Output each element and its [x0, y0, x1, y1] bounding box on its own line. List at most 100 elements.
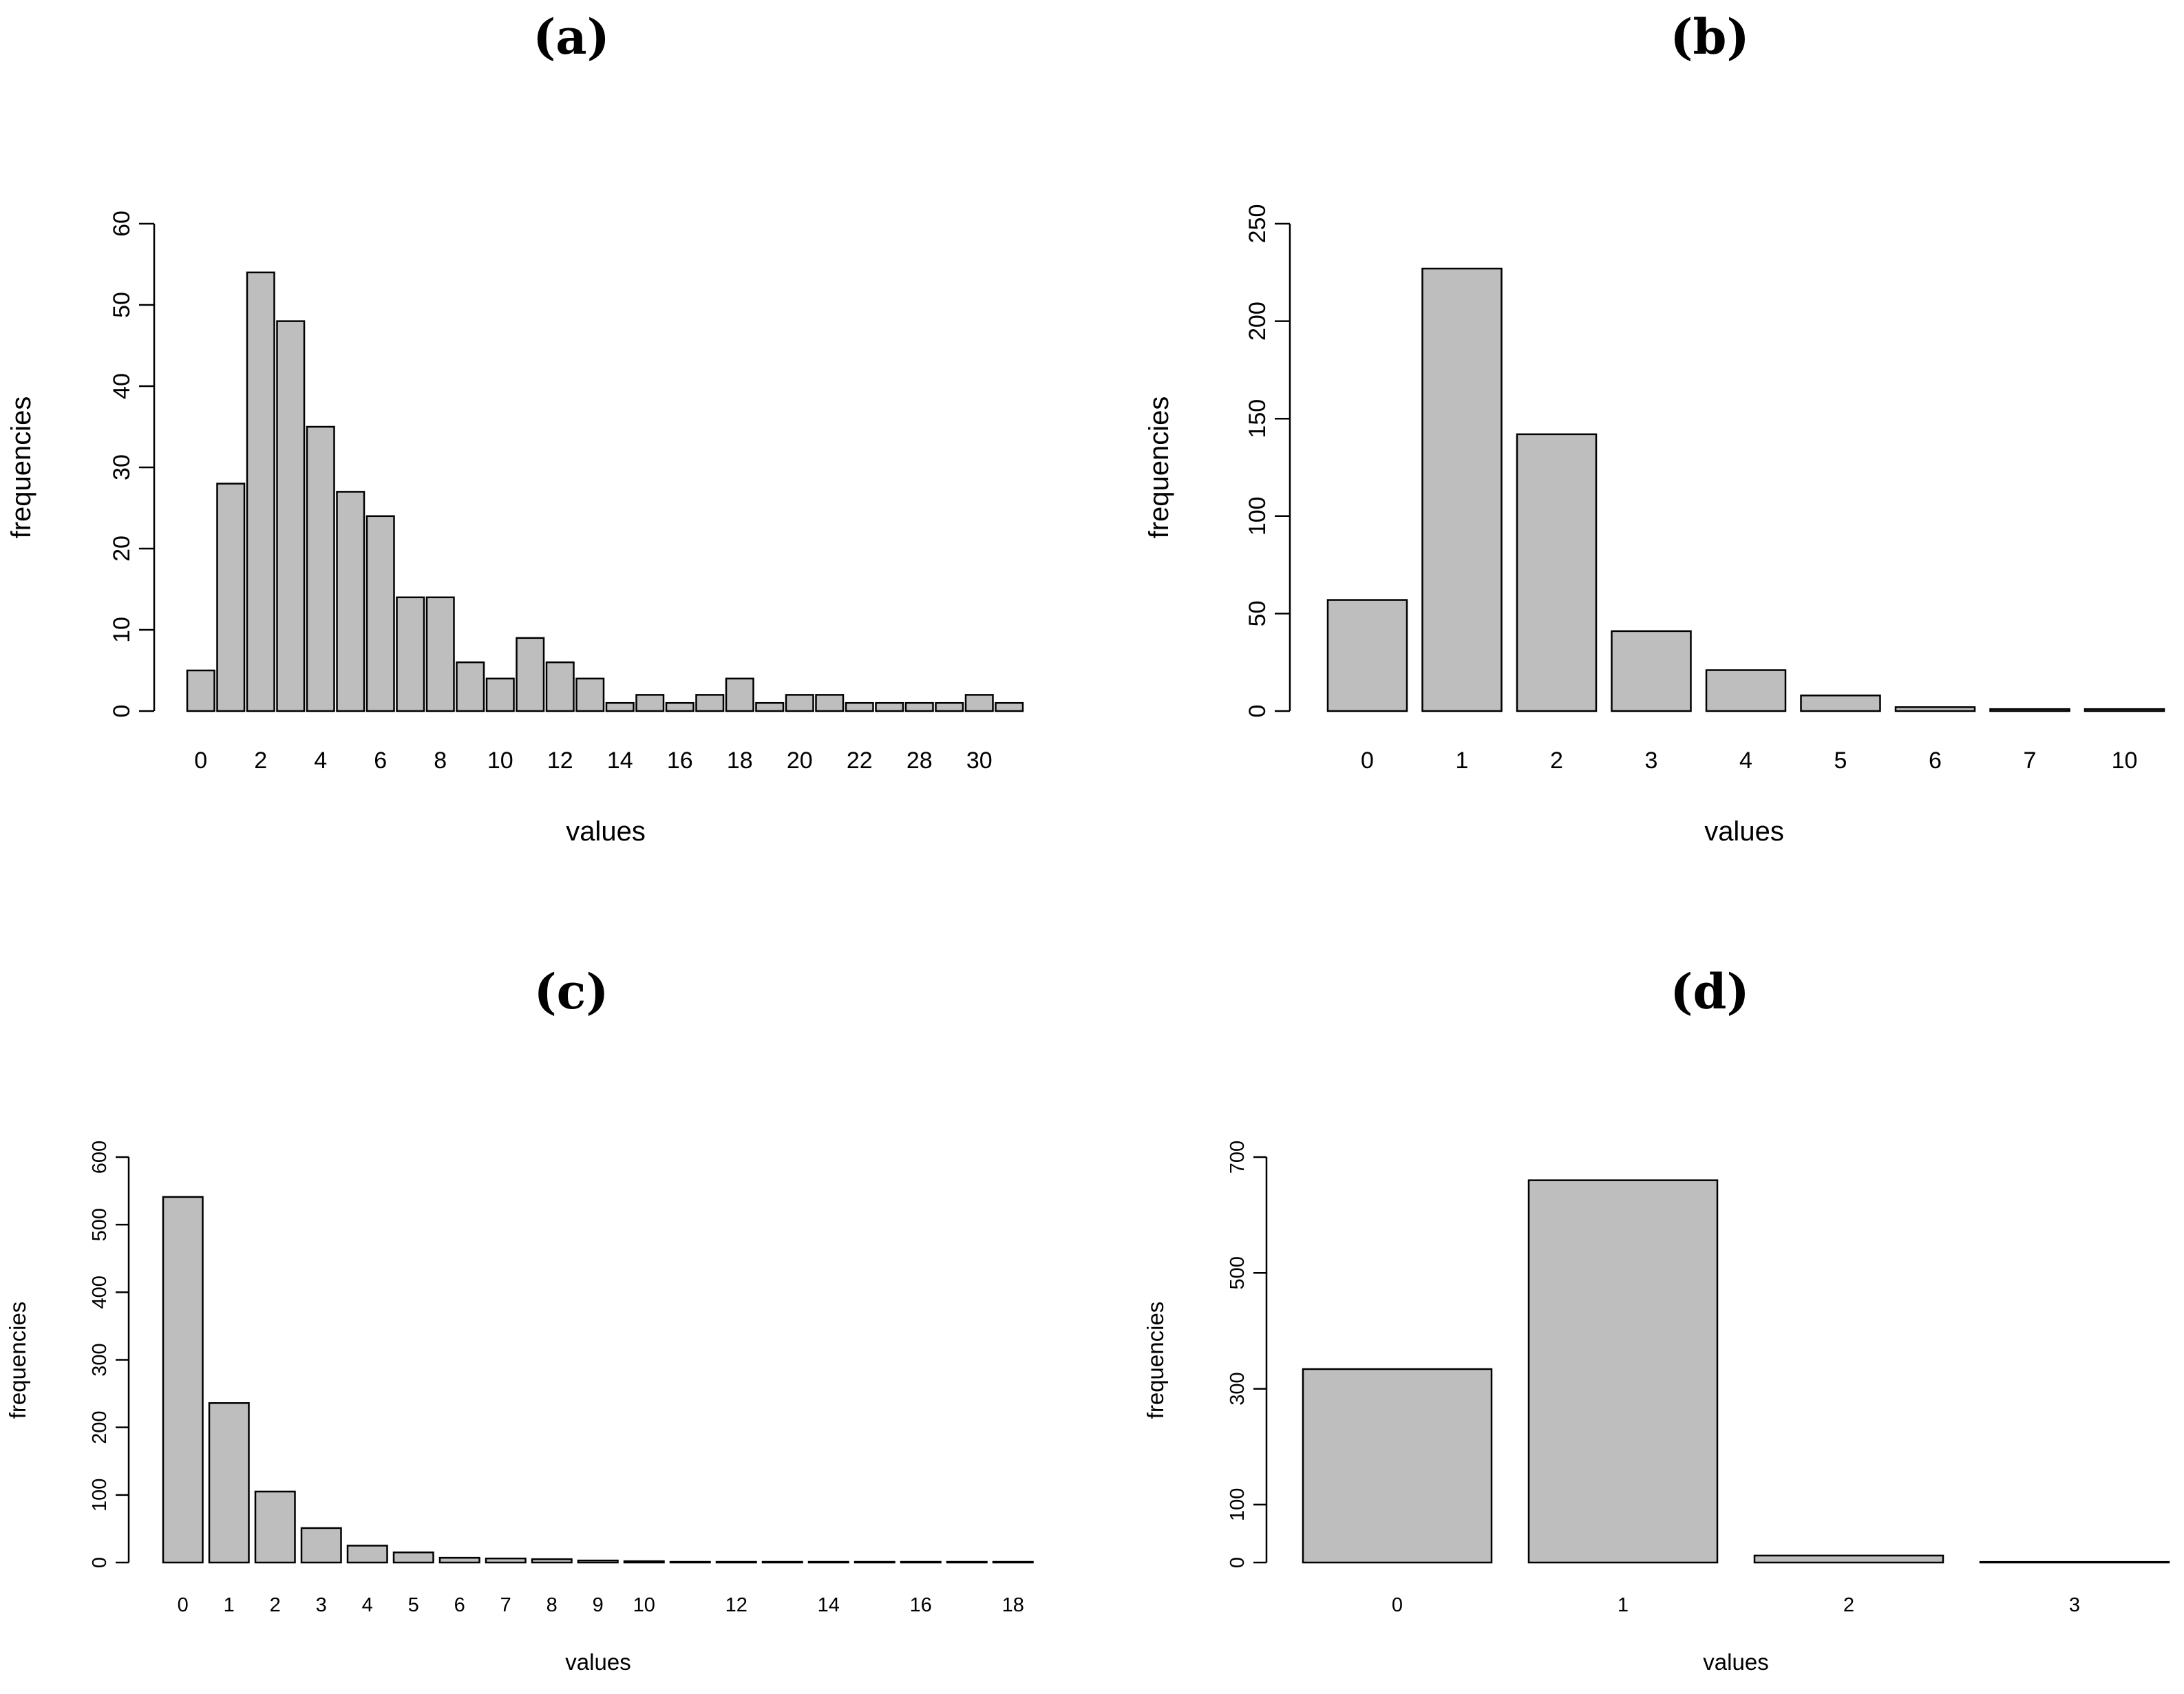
y-axis-label: frequencies — [6, 396, 36, 539]
y-axis-label: frequencies — [5, 1302, 30, 1419]
y-tick-label: 400 — [89, 1275, 111, 1309]
x-tick-label: 4 — [362, 1594, 373, 1616]
x-tick-label: 16 — [910, 1594, 932, 1616]
y-tick-label: 60 — [109, 211, 135, 237]
x-tick-label: 22 — [847, 748, 873, 774]
y-tick-label: 0 — [109, 705, 135, 718]
y-tick-label: 0 — [89, 1557, 111, 1568]
bar-3 — [1979, 1560, 2170, 1564]
x-tick-label: 1 — [1456, 748, 1469, 774]
x-tick-label: 3 — [1645, 748, 1658, 774]
x-tick-label: 5 — [408, 1594, 419, 1616]
y-tick-label: 0 — [1244, 705, 1271, 718]
y-axis-label: frequencies — [1143, 1302, 1168, 1419]
chart-b: (b) 0 50 100 150 200 250 0 1 2 3 4 5 6 7 10 values freque… — [1144, 8, 2165, 847]
bar-2 — [1516, 433, 1598, 712]
x-tick-label: 28 — [907, 748, 933, 774]
bar-13 — [575, 677, 605, 712]
bar-11 — [516, 637, 545, 712]
bar-4 — [306, 425, 335, 712]
x-tick-label: 2 — [1550, 748, 1563, 774]
y-tick-label: 30 — [109, 454, 135, 480]
y-tick-label: 50 — [109, 292, 135, 318]
x-tick-label: 6 — [1929, 748, 1942, 774]
bar-8 — [531, 1558, 573, 1564]
y-tick-label: 500 — [89, 1208, 111, 1241]
x-tick-label: 0 — [1392, 1594, 1403, 1616]
x-tick-label: 6 — [454, 1594, 465, 1616]
bar-4 — [346, 1545, 388, 1564]
x-tick-label: 2 — [270, 1594, 281, 1616]
x-tick-label: 5 — [1834, 748, 1847, 774]
bar-20 — [785, 694, 814, 712]
x-tick-label: 3 — [316, 1594, 327, 1616]
bar-13 — [761, 1560, 803, 1564]
x-tick-label: 18 — [1002, 1594, 1024, 1616]
bar-17 — [695, 694, 725, 712]
x-tick-label: 2 — [254, 748, 267, 774]
chart-d: (d) 0 100 300 500 700 0 1 2 3 values frequencies — [1143, 963, 2170, 1675]
x-tick-label: 30 — [966, 748, 993, 774]
y-tick-label: 10 — [109, 617, 135, 643]
bar-2 — [246, 271, 275, 712]
x-tick-label: 10 — [2112, 748, 2138, 774]
x-tick-label: 4 — [1739, 748, 1752, 774]
y-tick-label: 250 — [1244, 204, 1271, 244]
x-tick-label: 12 — [725, 1594, 748, 1616]
bar-1 — [1421, 267, 1503, 712]
bar-5 — [336, 491, 365, 712]
bar-5 — [392, 1552, 434, 1564]
bar-14 — [605, 701, 635, 712]
bar-28 — [904, 701, 934, 712]
x-tick-label: 6 — [374, 748, 387, 774]
bar-0 — [1326, 599, 1408, 712]
bar-18 — [725, 677, 754, 712]
x-tick-label: 1 — [1618, 1594, 1629, 1616]
x-tick-label: 7 — [2024, 748, 2037, 774]
bar-6 — [1894, 706, 1976, 712]
x-tick-label: 8 — [434, 748, 447, 774]
bar-9 — [577, 1559, 619, 1564]
bar-30 — [964, 694, 994, 712]
x-tick-label: 20 — [787, 748, 813, 774]
x-tick-label: 4 — [314, 748, 327, 774]
bar-18 — [992, 1560, 1034, 1564]
x-tick-label: 8 — [547, 1594, 558, 1616]
x-tick-label: 9 — [593, 1594, 604, 1616]
x-axis-label: values — [566, 816, 646, 847]
bar-0 — [1302, 1368, 1493, 1564]
chart-title: (d) — [1670, 963, 1749, 1020]
bar-2 — [1753, 1554, 1944, 1564]
y-tick-label: 50 — [1244, 600, 1271, 626]
y-tick-label: 200 — [1244, 301, 1271, 341]
bar-31 — [995, 701, 1024, 712]
bar-4 — [1705, 669, 1787, 712]
y-tick-label: 0 — [1227, 1557, 1249, 1568]
bar-7 — [1989, 708, 2070, 712]
bar-16 — [665, 701, 695, 712]
bar-8 — [425, 596, 455, 712]
bar-21 — [815, 694, 845, 712]
y-tick-label: 300 — [89, 1343, 111, 1376]
x-axis-label: values — [1703, 1649, 1768, 1675]
bar-0 — [162, 1196, 204, 1564]
x-tick-label: 10 — [487, 748, 513, 774]
x-axis-label: values — [1704, 816, 1784, 847]
y-tick-label: 600 — [89, 1141, 111, 1174]
y-tick-label: 100 — [1244, 496, 1271, 536]
bar-3 — [1611, 630, 1692, 712]
chart-title: (c) — [534, 963, 609, 1020]
y-tick-label: 40 — [109, 373, 135, 399]
x-tick-label: 12 — [547, 748, 573, 774]
bar-15 — [854, 1560, 895, 1564]
bar-7 — [396, 596, 425, 712]
x-tick-label: 0 — [194, 748, 207, 774]
chart-a: (a) 0 10 20 30 40 50 60 0 2 4 6 8 10 12 14 16 18 20 22 28 30 v… — [6, 8, 1024, 847]
y-axis-label: frequencies — [1144, 396, 1174, 539]
bar-1 — [216, 483, 246, 712]
bar-11 — [669, 1560, 711, 1564]
bar-10 — [485, 677, 515, 712]
bar-6 — [438, 1556, 480, 1564]
x-tick-label: 18 — [727, 748, 753, 774]
x-tick-label: 0 — [178, 1594, 189, 1616]
